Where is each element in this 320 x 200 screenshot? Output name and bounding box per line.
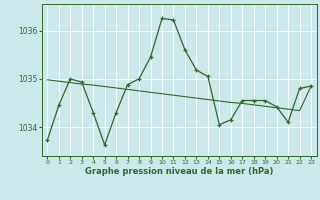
X-axis label: Graphe pression niveau de la mer (hPa): Graphe pression niveau de la mer (hPa)	[85, 167, 273, 176]
